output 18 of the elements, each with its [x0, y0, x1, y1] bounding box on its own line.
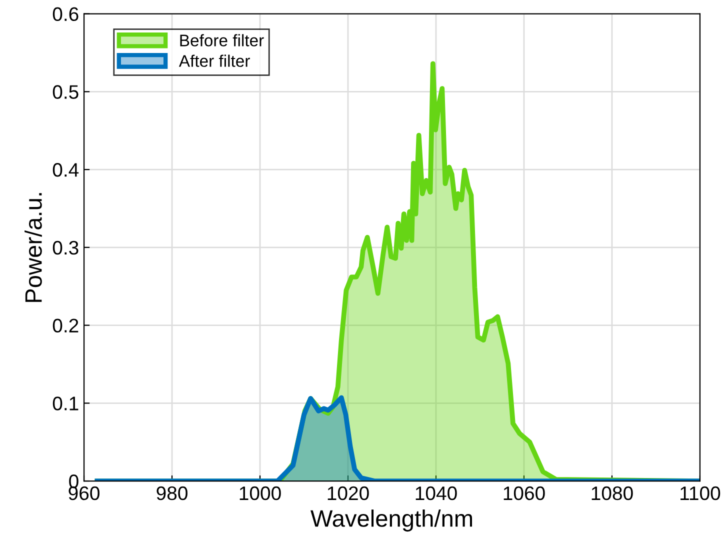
y-tick-label: 0.4 — [52, 163, 79, 177]
x-tick-label: 1020 — [328, 486, 369, 500]
y-tick-label: 0.6 — [52, 7, 78, 22]
x-tick-label: 960 — [68, 486, 100, 500]
x-tick-label: 1000 — [240, 486, 281, 500]
x-tick-label: 980 — [156, 486, 188, 500]
x-tick-label: 1040 — [416, 486, 457, 500]
y-tick-label: 0.3 — [52, 240, 78, 255]
x-axis-title: Wavelength/nm — [310, 510, 472, 532]
legend-label: Before filter — [180, 34, 264, 46]
x-tick-label: 1080 — [592, 486, 633, 500]
x-tick-label: 1060 — [504, 486, 545, 500]
legend-label: After filter — [178, 54, 250, 67]
y-tick-label: 0.2 — [52, 318, 78, 333]
x-tick-label: 1100 — [680, 486, 720, 500]
y-axis-title: Power/a.u. — [24, 193, 42, 302]
y-tick-label: 0.5 — [52, 85, 78, 99]
y-tick-label: 0.1 — [52, 396, 78, 410]
